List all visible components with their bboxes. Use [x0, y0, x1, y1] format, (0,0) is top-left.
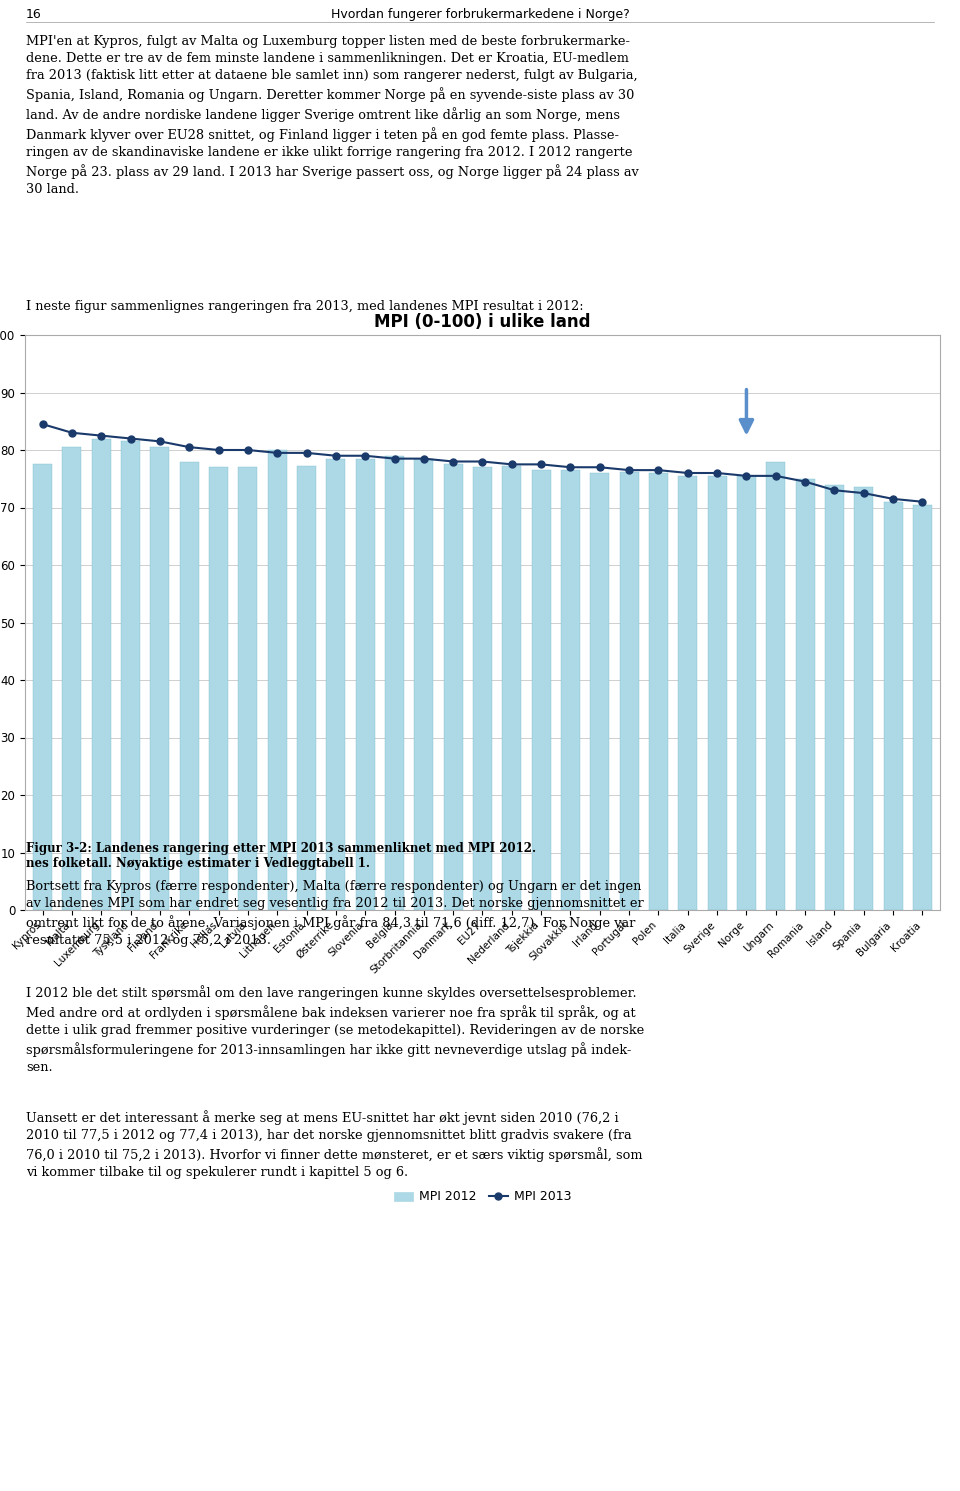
Bar — [355, 459, 374, 910]
Bar — [532, 470, 551, 910]
Bar — [708, 476, 727, 910]
Bar — [737, 476, 756, 910]
Text: I 2012 ble det stilt spørsmål om den lave rangeringen kunne skyldes oversettelse: I 2012 ble det stilt spørsmål om den lav… — [26, 986, 644, 1074]
Bar — [473, 467, 492, 910]
Bar — [268, 450, 287, 910]
Bar — [825, 485, 844, 910]
Bar — [854, 488, 874, 910]
Text: Bortsett fra Kypros (færre respondenter), Malta (færre respondenter) og Ungarn e: Bortsett fra Kypros (færre respondenter)… — [26, 880, 643, 947]
Bar — [679, 476, 697, 910]
Bar — [33, 464, 52, 910]
Text: MPI'en at Kypros, fulgt av Malta og Luxemburg topper listen med de beste forbruk: MPI'en at Kypros, fulgt av Malta og Luxe… — [26, 34, 638, 197]
Text: Figur 3-2: Landenes rangering etter MPI 2013 sammenliknet med MPI 2012.: Figur 3-2: Landenes rangering etter MPI … — [26, 842, 536, 854]
Bar — [209, 467, 228, 910]
Text: I neste figur sammenlignes rangeringen fra 2013, med landenes MPI resultat i 201: I neste figur sammenlignes rangeringen f… — [26, 300, 584, 313]
Bar — [649, 473, 668, 910]
Bar — [796, 479, 815, 910]
Bar — [883, 502, 902, 910]
Bar — [238, 467, 257, 910]
Bar — [62, 447, 82, 910]
Bar — [913, 504, 932, 910]
Legend: MPI 2012, MPI 2013: MPI 2012, MPI 2013 — [389, 1185, 576, 1209]
Text: nes folketall. Nøyaktige estimater i Vedleggtabell 1.: nes folketall. Nøyaktige estimater i Ved… — [26, 857, 370, 871]
Bar — [151, 447, 169, 910]
Bar — [121, 441, 140, 910]
Bar — [180, 462, 199, 910]
Title: MPI (0-100) i ulike land: MPI (0-100) i ulike land — [374, 313, 590, 331]
Bar — [590, 473, 610, 910]
Text: Uansett er det interessant å merke seg at mens EU-snittet har økt jevnt siden 20: Uansett er det interessant å merke seg a… — [26, 1109, 642, 1179]
Bar — [502, 467, 521, 910]
Text: 16: 16 — [26, 7, 41, 21]
Bar — [444, 464, 463, 910]
Text: Hvordan fungerer forbrukermarkedene i Norge?: Hvordan fungerer forbrukermarkedene i No… — [330, 7, 630, 21]
Bar — [766, 462, 785, 910]
Bar — [619, 471, 638, 910]
Bar — [415, 459, 433, 910]
Bar — [297, 467, 316, 910]
Bar — [92, 438, 110, 910]
Bar — [326, 459, 346, 910]
Bar — [385, 456, 404, 910]
Bar — [561, 470, 580, 910]
